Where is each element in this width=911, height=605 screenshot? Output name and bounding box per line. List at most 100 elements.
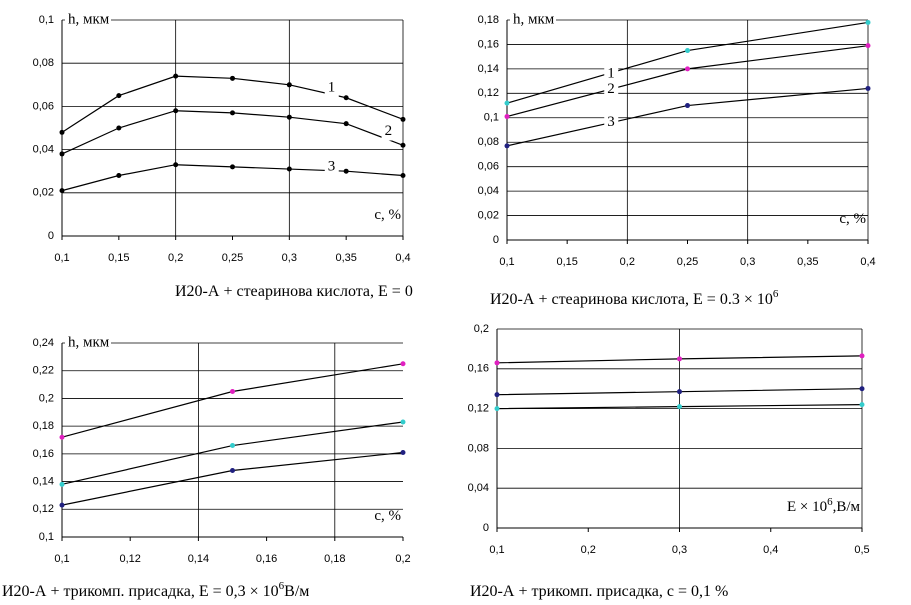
y-axis-label: h, мкм (68, 334, 110, 350)
caption: И20-А + трикомп. присадка, c = 0,1 % (470, 583, 728, 600)
point (59, 129, 65, 135)
x-tick-label: 0,2 (620, 256, 635, 268)
y-tick-label: 0,1 (39, 14, 54, 26)
caption-sup: 6 (773, 288, 779, 300)
series-label-bg (604, 80, 619, 99)
point (343, 168, 349, 174)
x-axis-label: E × 106,В/м (787, 496, 861, 516)
point (173, 108, 179, 114)
point (230, 164, 235, 170)
series-label: 2 (607, 81, 615, 97)
point (400, 449, 406, 455)
x-tick-label: 0,15 (108, 252, 129, 264)
x-tick-label: 0,5 (854, 544, 869, 556)
series-label-bg (604, 64, 619, 83)
y-tick-label: 0 (493, 234, 499, 246)
series-line (61, 421, 404, 485)
caption-sup: 6 (279, 580, 285, 592)
x-tick-label: 0,18 (324, 553, 345, 565)
point (59, 188, 65, 194)
point (59, 502, 65, 508)
y-tick-label: 0,18 (33, 420, 54, 432)
x-axis-label: c, % (374, 207, 401, 223)
series-line (506, 87, 869, 147)
point (504, 114, 510, 120)
x-tick-label: 0,1 (499, 256, 514, 268)
point (865, 19, 871, 25)
y-tick-label: 0,24 (33, 337, 54, 349)
x-tick-label: 0,2 (395, 553, 410, 565)
point (859, 353, 865, 359)
y-tick-label: 0,04 (468, 482, 489, 494)
y-tick-label: 0,06 (33, 100, 54, 112)
caption: И20-А + стеаринова кислота, E = 0 (175, 283, 413, 300)
y-tick-label: 0 (483, 522, 489, 534)
y-tick-label: 0,08 (478, 136, 499, 148)
y-tick-label: 0,06 (478, 161, 499, 173)
point (494, 392, 500, 398)
point (230, 443, 235, 449)
x-axis-label: c, % (374, 508, 401, 524)
point (685, 103, 690, 109)
y-tick-label: 0,12 (478, 87, 499, 99)
x-tick-label: 0,15 (556, 256, 577, 268)
point (116, 125, 122, 131)
x-tick-label: 0,1 (54, 252, 69, 264)
x-axis-label-part: ,В/м (833, 499, 861, 515)
point (286, 166, 292, 172)
point (59, 151, 65, 157)
y-tick-label: 0,14 (478, 63, 499, 75)
series-label-bg (324, 79, 339, 98)
point (343, 95, 349, 101)
series-label-bg (381, 122, 396, 141)
series-label: 1 (328, 80, 336, 96)
series-label-bg (604, 113, 619, 132)
x-tick-label: 0,4 (395, 252, 410, 264)
x-axis-label-part: c, % (374, 207, 401, 223)
y-tick-label: 0,08 (33, 57, 54, 69)
x-tick-label: 0,1 (54, 553, 69, 565)
x-tick-label: 0,25 (222, 252, 243, 264)
point (343, 121, 349, 127)
x-tick-label: 0,3 (740, 256, 755, 268)
point (400, 419, 406, 425)
x-tick-label: 0,3 (282, 252, 297, 264)
point (116, 93, 122, 99)
y-tick-label: 0,22 (33, 365, 54, 377)
y-tick-label: 0,14 (33, 475, 54, 487)
point (230, 389, 235, 394)
x-tick-label: 0,3 (672, 544, 687, 556)
point (400, 142, 406, 148)
x-tick-label: 0,1 (489, 544, 504, 556)
caption-part: В/м (284, 583, 309, 600)
y-label-bg (65, 335, 111, 351)
y-tick-label: 0,16 (478, 38, 499, 50)
x-tick-label: 0,2 (581, 544, 596, 556)
y-tick-label: 0,08 (468, 442, 489, 454)
series-line (61, 451, 404, 506)
point (494, 360, 500, 366)
point (504, 143, 510, 149)
x-tick-label: 0,4 (860, 256, 875, 268)
caption-part: И20-А + трикомп. присадка, E = 0,3 × 10 (2, 583, 279, 600)
series-label: 3 (328, 159, 336, 175)
y-tick-label: 0,04 (33, 144, 54, 156)
x-tick-label: 0,16 (256, 553, 277, 565)
caption-part: И20-А + стеаринова кислота, E = 0.3 × 10 (490, 291, 773, 308)
point (685, 48, 690, 54)
y-tick-label: 0,02 (478, 209, 499, 221)
point (173, 73, 179, 79)
point (230, 75, 235, 81)
point (59, 434, 65, 440)
caption-part: И20-А + трикомп. присадка, c = 0,1 % (470, 583, 728, 600)
point (865, 85, 871, 91)
y-tick-label: 0,1 (39, 531, 54, 543)
point (865, 43, 871, 49)
y-tick-label: 0,18 (478, 14, 499, 26)
x-tick-label: 0,14 (188, 553, 209, 565)
y-tick-label: 0,2 (474, 323, 489, 335)
y-tick-label: 0,16 (468, 363, 489, 375)
x-tick-label: 0,35 (797, 256, 818, 268)
point (400, 361, 406, 367)
